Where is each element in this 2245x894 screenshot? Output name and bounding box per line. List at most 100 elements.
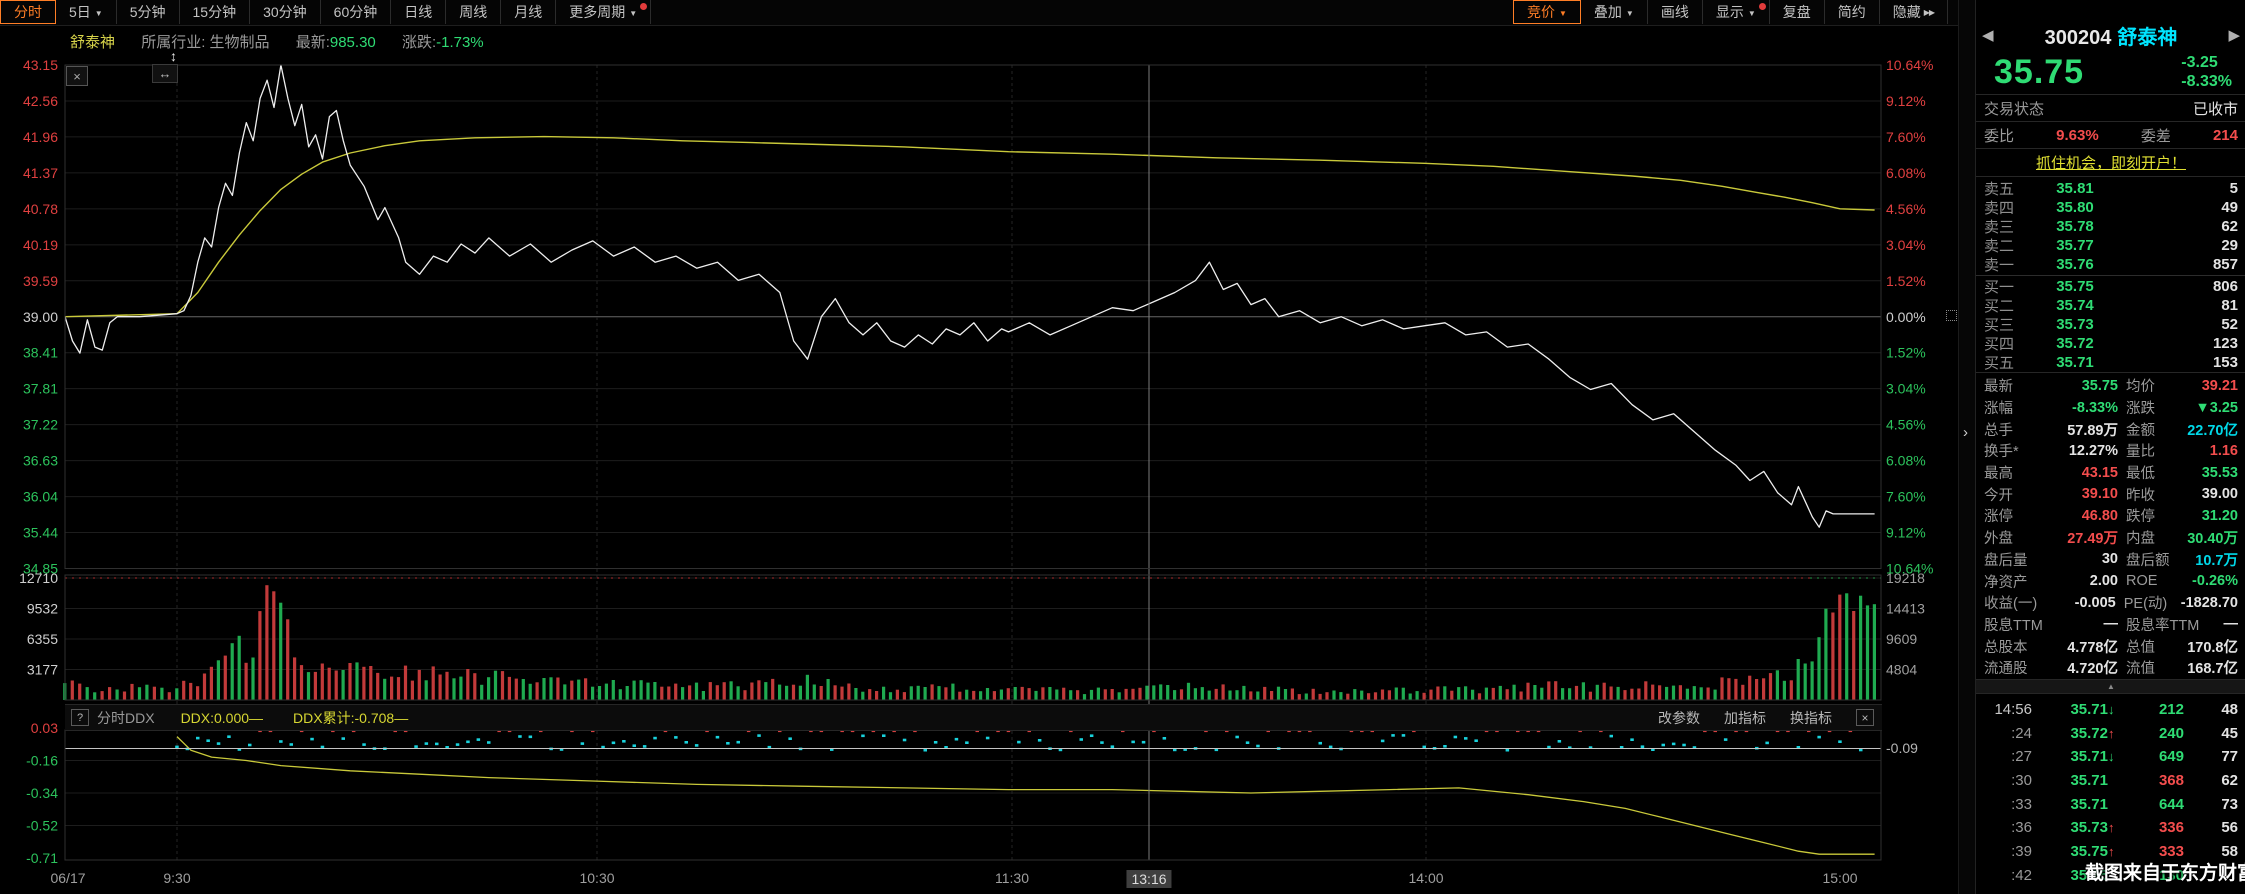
toolbar-button-画线[interactable]: 画线 [1648, 0, 1703, 24]
toolbar-button-周线[interactable]: 周线 [446, 0, 502, 24]
ask-price: 35.80 [2056, 199, 2094, 216]
ddx-tick [882, 734, 886, 737]
ask-row[interactable]: 卖四 35.80 49 [1976, 198, 2245, 217]
price-axis-label: 38.41 [23, 345, 58, 361]
volume-bar [1048, 687, 1052, 700]
chart-canvas[interactable]: 43.15 42.56 41.96 41.37 40.78 40.19 39.59 39.00… [0, 25, 1975, 894]
ddx-cumulative-value: DDX累计:-0.708— [293, 709, 409, 726]
indicator-action-换指标[interactable]: 换指标 [1790, 709, 1832, 726]
ddx-tick [1630, 738, 1634, 741]
volume-bar [1540, 687, 1544, 700]
tick-price: 35.75 [2070, 866, 2108, 884]
toolbar-button-更多周期[interactable]: 更多周期 ▼ [556, 0, 652, 24]
toolbar-button-显示[interactable]: 显示 ▼ [1703, 0, 1770, 24]
volume-bar [1755, 679, 1759, 700]
bid-row[interactable]: 买四 35.72 123 [1976, 334, 2245, 353]
indicator-close-icon[interactable]: × [1856, 709, 1874, 726]
weibi-row: 委比 9.63% 委差 214 [1976, 121, 2245, 148]
toolbar-button-复盘[interactable]: 复盘 [1770, 0, 1825, 24]
indicator-toolbar: ? 分时DDX DDX:0.000— DDX累计:-0.708— 改参数 加指标 换… [65, 704, 1882, 731]
panel-collapse-arrow[interactable]: › [1963, 424, 1968, 441]
toolbar-button-15分钟[interactable]: 15分钟 [180, 0, 251, 24]
ddx-value: DDX:0.000— [180, 709, 264, 726]
volume-bar [1824, 608, 1828, 700]
volume-bar [1020, 686, 1024, 700]
bid-label: 买三 [1984, 317, 2015, 334]
toolbar-button-隐藏[interactable]: 隐藏 ▶▶ [1880, 0, 1949, 24]
volume-bar [1678, 685, 1682, 700]
panel-collapse-button[interactable]: ▲ [1976, 678, 2245, 693]
price-axis-label: 37.81 [23, 381, 58, 397]
ddx-tick [632, 744, 636, 747]
volume-bar [230, 643, 234, 700]
stat-value: 43.15 [2081, 464, 2118, 481]
volume-bar [152, 686, 156, 700]
volume-bar [1595, 684, 1599, 700]
ask-row[interactable]: 卖二 35.77 29 [1976, 236, 2245, 255]
volume-bar [771, 678, 775, 700]
bid-row[interactable]: 买三 35.73 52 [1976, 315, 2245, 334]
next-stock-button[interactable]: ▶ [2228, 27, 2240, 44]
volume-bar [1457, 687, 1461, 700]
ask-row[interactable]: 卖一 35.76 857 [1976, 255, 2245, 274]
ddx-tick [1183, 748, 1187, 751]
bid-row[interactable]: 买五 35.71 153 [1976, 353, 2245, 372]
prev-stock-button[interactable]: ◀ [1982, 27, 1994, 44]
toolbar-button-分时[interactable]: 分时 [0, 0, 56, 24]
volume-bar [1803, 663, 1807, 700]
horizontal-resize-icon[interactable]: ↔ [152, 64, 178, 83]
last-price: 35.75 [1994, 52, 2085, 91]
tick-price: 35.71 [2070, 700, 2108, 718]
toolbar-button-日线[interactable]: 日线 [391, 0, 447, 24]
ask-row[interactable]: 卖五 35.81 5 [1976, 179, 2245, 198]
volume-bar [722, 682, 726, 700]
toolbar-button-竞价[interactable]: 竞价 ▼ [1513, 0, 1581, 24]
tick-row: 14:56 35.71 ↓ 212 48 [1976, 698, 2245, 722]
volume-bar [1630, 688, 1634, 700]
ask-qty: 49 [2221, 199, 2238, 216]
toolbar-button-30分钟[interactable]: 30分钟 [250, 0, 321, 24]
indicator-action-改参数[interactable]: 改参数 [1658, 709, 1700, 726]
stats-row: 最高 43.15 最低 35.53 [1976, 462, 2245, 484]
volume-bar [611, 680, 615, 700]
help-icon[interactable]: ? [71, 709, 89, 726]
indicator-action-加指标[interactable]: 加指标 [1724, 709, 1766, 726]
ddx-tick [985, 736, 990, 740]
volume-bar [480, 684, 484, 700]
bid-row[interactable]: 买二 35.74 81 [1976, 296, 2245, 315]
stat-label: 最新 [1984, 379, 2013, 396]
stat-value: 31.20 [2201, 507, 2238, 524]
volume-bar [1360, 690, 1364, 700]
volume-bar [812, 684, 816, 700]
volume-bar [798, 685, 802, 700]
stat-label: 量比 [2126, 444, 2155, 461]
toolbar-button-5日[interactable]: 5日 ▼ [56, 0, 117, 24]
chevron-down-icon: ▼ [1625, 8, 1634, 18]
ask-price: 35.78 [2056, 218, 2094, 235]
volume-bar [1422, 692, 1426, 700]
toolbar-button-叠加[interactable]: 叠加 ▼ [1581, 0, 1648, 24]
volume-bar [500, 671, 505, 700]
tick-row: :30 35.71 368 62 [1976, 769, 2245, 793]
stat-value: 39.00 [2201, 486, 2238, 503]
ddx-tick [1131, 740, 1135, 744]
weicha-value: 214 [2212, 126, 2238, 144]
toolbar-button-60分钟[interactable]: 60分钟 [321, 0, 392, 24]
volume-bar [681, 687, 685, 700]
toolbar-button-月线[interactable]: 月线 [501, 0, 557, 24]
percent-axis-label: 4.56% [1886, 201, 1926, 217]
promo-row: 抓住机会，即刻开户！ [1976, 148, 2245, 176]
bid-row[interactable]: 买一 35.75 806 [1976, 277, 2245, 296]
percent-axis-label: 7.60% [1886, 129, 1926, 145]
toolbar-button-label: 日线 [404, 4, 433, 20]
volume-bar [1568, 688, 1572, 700]
toolbar-button-5分钟[interactable]: 5分钟 [117, 0, 180, 24]
ask-row[interactable]: 卖三 35.78 62 [1976, 217, 2245, 236]
price-axis-label: 40.78 [23, 201, 58, 217]
volume-bar [390, 676, 394, 700]
stats-row: 股息TTM — 股息率TTM — [1976, 614, 2245, 636]
overlay-close-button[interactable]: × [66, 66, 88, 86]
axis-grip-icon[interactable] [1946, 310, 1957, 321]
toolbar-button-简约[interactable]: 简约 [1825, 0, 1880, 24]
open-account-link[interactable]: 抓住机会，即刻开户！ [2035, 155, 2186, 172]
